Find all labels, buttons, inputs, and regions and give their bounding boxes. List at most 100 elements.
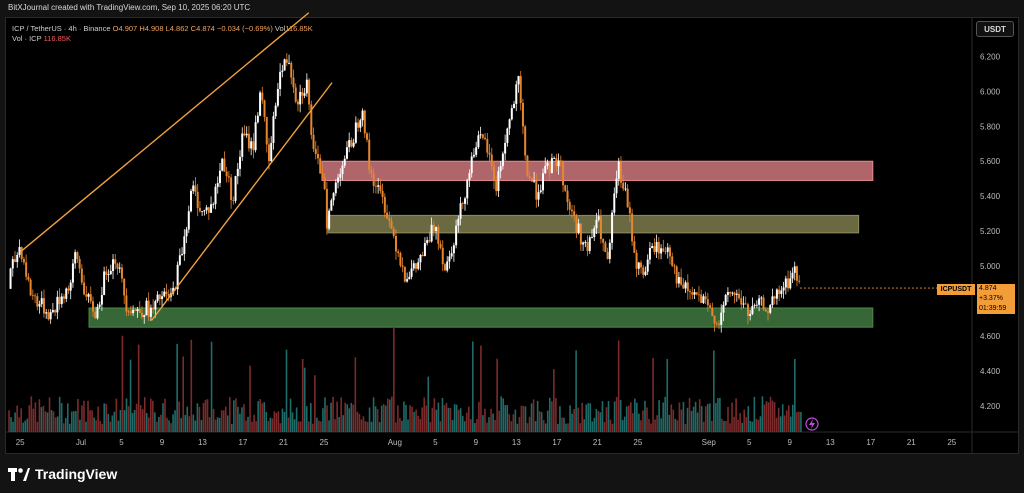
- x-tick-label: 13: [198, 438, 207, 447]
- candle-body: [668, 247, 671, 257]
- candle-body: [187, 211, 190, 230]
- candle-body: [36, 296, 39, 307]
- volume-bar: [297, 421, 300, 432]
- legend-symbol[interactable]: ICP / TetherUS · 4h · Binance: [12, 24, 111, 33]
- candle-body: [299, 91, 302, 105]
- candle-body: [31, 295, 34, 297]
- volume-bar: [384, 405, 387, 432]
- candle-body: [435, 227, 438, 232]
- volume-bar: [670, 404, 673, 432]
- tradingview-logo[interactable]: TradingView: [8, 465, 117, 483]
- volume-bar: [168, 420, 170, 432]
- volume-bar: [597, 410, 600, 432]
- price-chart[interactable]: 6.2006.0005.8005.6005.4005.2005.0004.800…: [0, 0, 1024, 456]
- candle-body: [116, 263, 119, 269]
- volume-bar: [711, 420, 713, 432]
- volume-bar: [275, 412, 278, 432]
- candle-body: [152, 307, 155, 310]
- x-tick-label: 25: [16, 438, 25, 447]
- volume-bar: [182, 356, 185, 432]
- volume-bar: [607, 401, 610, 432]
- volume-bar: [34, 402, 37, 432]
- volume-bar: [103, 403, 106, 432]
- candle-body: [622, 182, 625, 189]
- volume-bar: [257, 401, 259, 432]
- volume-bar: [504, 405, 507, 432]
- candle-body: [780, 290, 783, 295]
- volume-bar: [421, 407, 423, 432]
- volume-bar: [231, 423, 233, 432]
- volume-bar: [451, 420, 454, 432]
- volume-bar: [676, 420, 679, 432]
- legend-volume-label[interactable]: Vol · ICP: [12, 34, 42, 43]
- currency-button[interactable]: USDT: [976, 21, 1014, 37]
- volume-bar: [287, 417, 290, 432]
- volume-bar: [145, 413, 148, 432]
- candle-body: [738, 293, 741, 299]
- candle-body: [513, 103, 516, 109]
- x-tick-label: Sep: [702, 438, 717, 447]
- volume-bar: [702, 421, 705, 432]
- candle-body: [615, 178, 618, 194]
- volume-bar: [427, 376, 430, 432]
- candle-body: [236, 168, 239, 177]
- candle-body: [263, 100, 266, 117]
- x-tick-label: 5: [747, 438, 752, 447]
- volume-bar: [419, 418, 421, 432]
- chart-pane[interactable]: [5, 17, 1019, 454]
- volume-bar: [524, 406, 527, 432]
- volume-bar: [611, 423, 614, 432]
- candle-body: [368, 139, 371, 171]
- candle-body: [689, 291, 692, 293]
- volume-bar: [336, 401, 338, 432]
- volume-bar: [640, 420, 642, 432]
- candle-body: [575, 215, 578, 233]
- volume-bar: [289, 398, 292, 432]
- volume-bar: [139, 405, 142, 432]
- candle-body: [225, 171, 228, 177]
- candle-body: [570, 209, 573, 212]
- candle-body: [283, 59, 286, 71]
- volume-bar: [678, 402, 681, 432]
- volume-bar: [571, 413, 573, 432]
- volume-bar: [263, 402, 266, 432]
- volume-bar: [348, 408, 351, 432]
- volume-bar: [265, 411, 268, 432]
- volume-bar: [164, 398, 166, 432]
- volume-bar: [551, 401, 553, 432]
- volume-bar: [16, 405, 18, 432]
- volume-bar: [273, 411, 276, 432]
- candle-body: [403, 266, 406, 282]
- volume-bar: [694, 401, 697, 432]
- candle-body: [497, 171, 500, 192]
- volume-bar: [255, 421, 257, 432]
- volume-bar: [749, 420, 752, 432]
- volume-bar: [583, 419, 586, 432]
- candle-body: [550, 158, 553, 174]
- volume-bar: [188, 416, 191, 432]
- candle-body: [439, 243, 442, 248]
- legend-high: H4.908: [139, 24, 164, 33]
- volume-bar: [595, 408, 598, 432]
- candle-body: [443, 264, 446, 271]
- volume-bar: [437, 402, 440, 432]
- candle-body: [85, 294, 88, 297]
- volume-bar: [680, 409, 683, 432]
- volume-bar: [401, 420, 403, 432]
- volume-bar: [423, 397, 426, 432]
- candle-body: [604, 242, 607, 253]
- candle-body: [334, 182, 337, 194]
- candle-body: [501, 153, 504, 167]
- volume-bar: [388, 399, 391, 432]
- candle-body: [657, 241, 660, 254]
- candle-body: [357, 122, 360, 128]
- volume-bar: [28, 405, 31, 432]
- candle-body: [325, 188, 328, 229]
- volume-bar: [745, 417, 748, 432]
- volume-bar: [8, 410, 10, 432]
- volume-bar: [218, 417, 221, 432]
- candle-body: [539, 190, 542, 193]
- candle-body: [98, 304, 101, 307]
- legend-change: −0.034 (−0.69%): [216, 24, 273, 33]
- volume-bar: [636, 402, 638, 432]
